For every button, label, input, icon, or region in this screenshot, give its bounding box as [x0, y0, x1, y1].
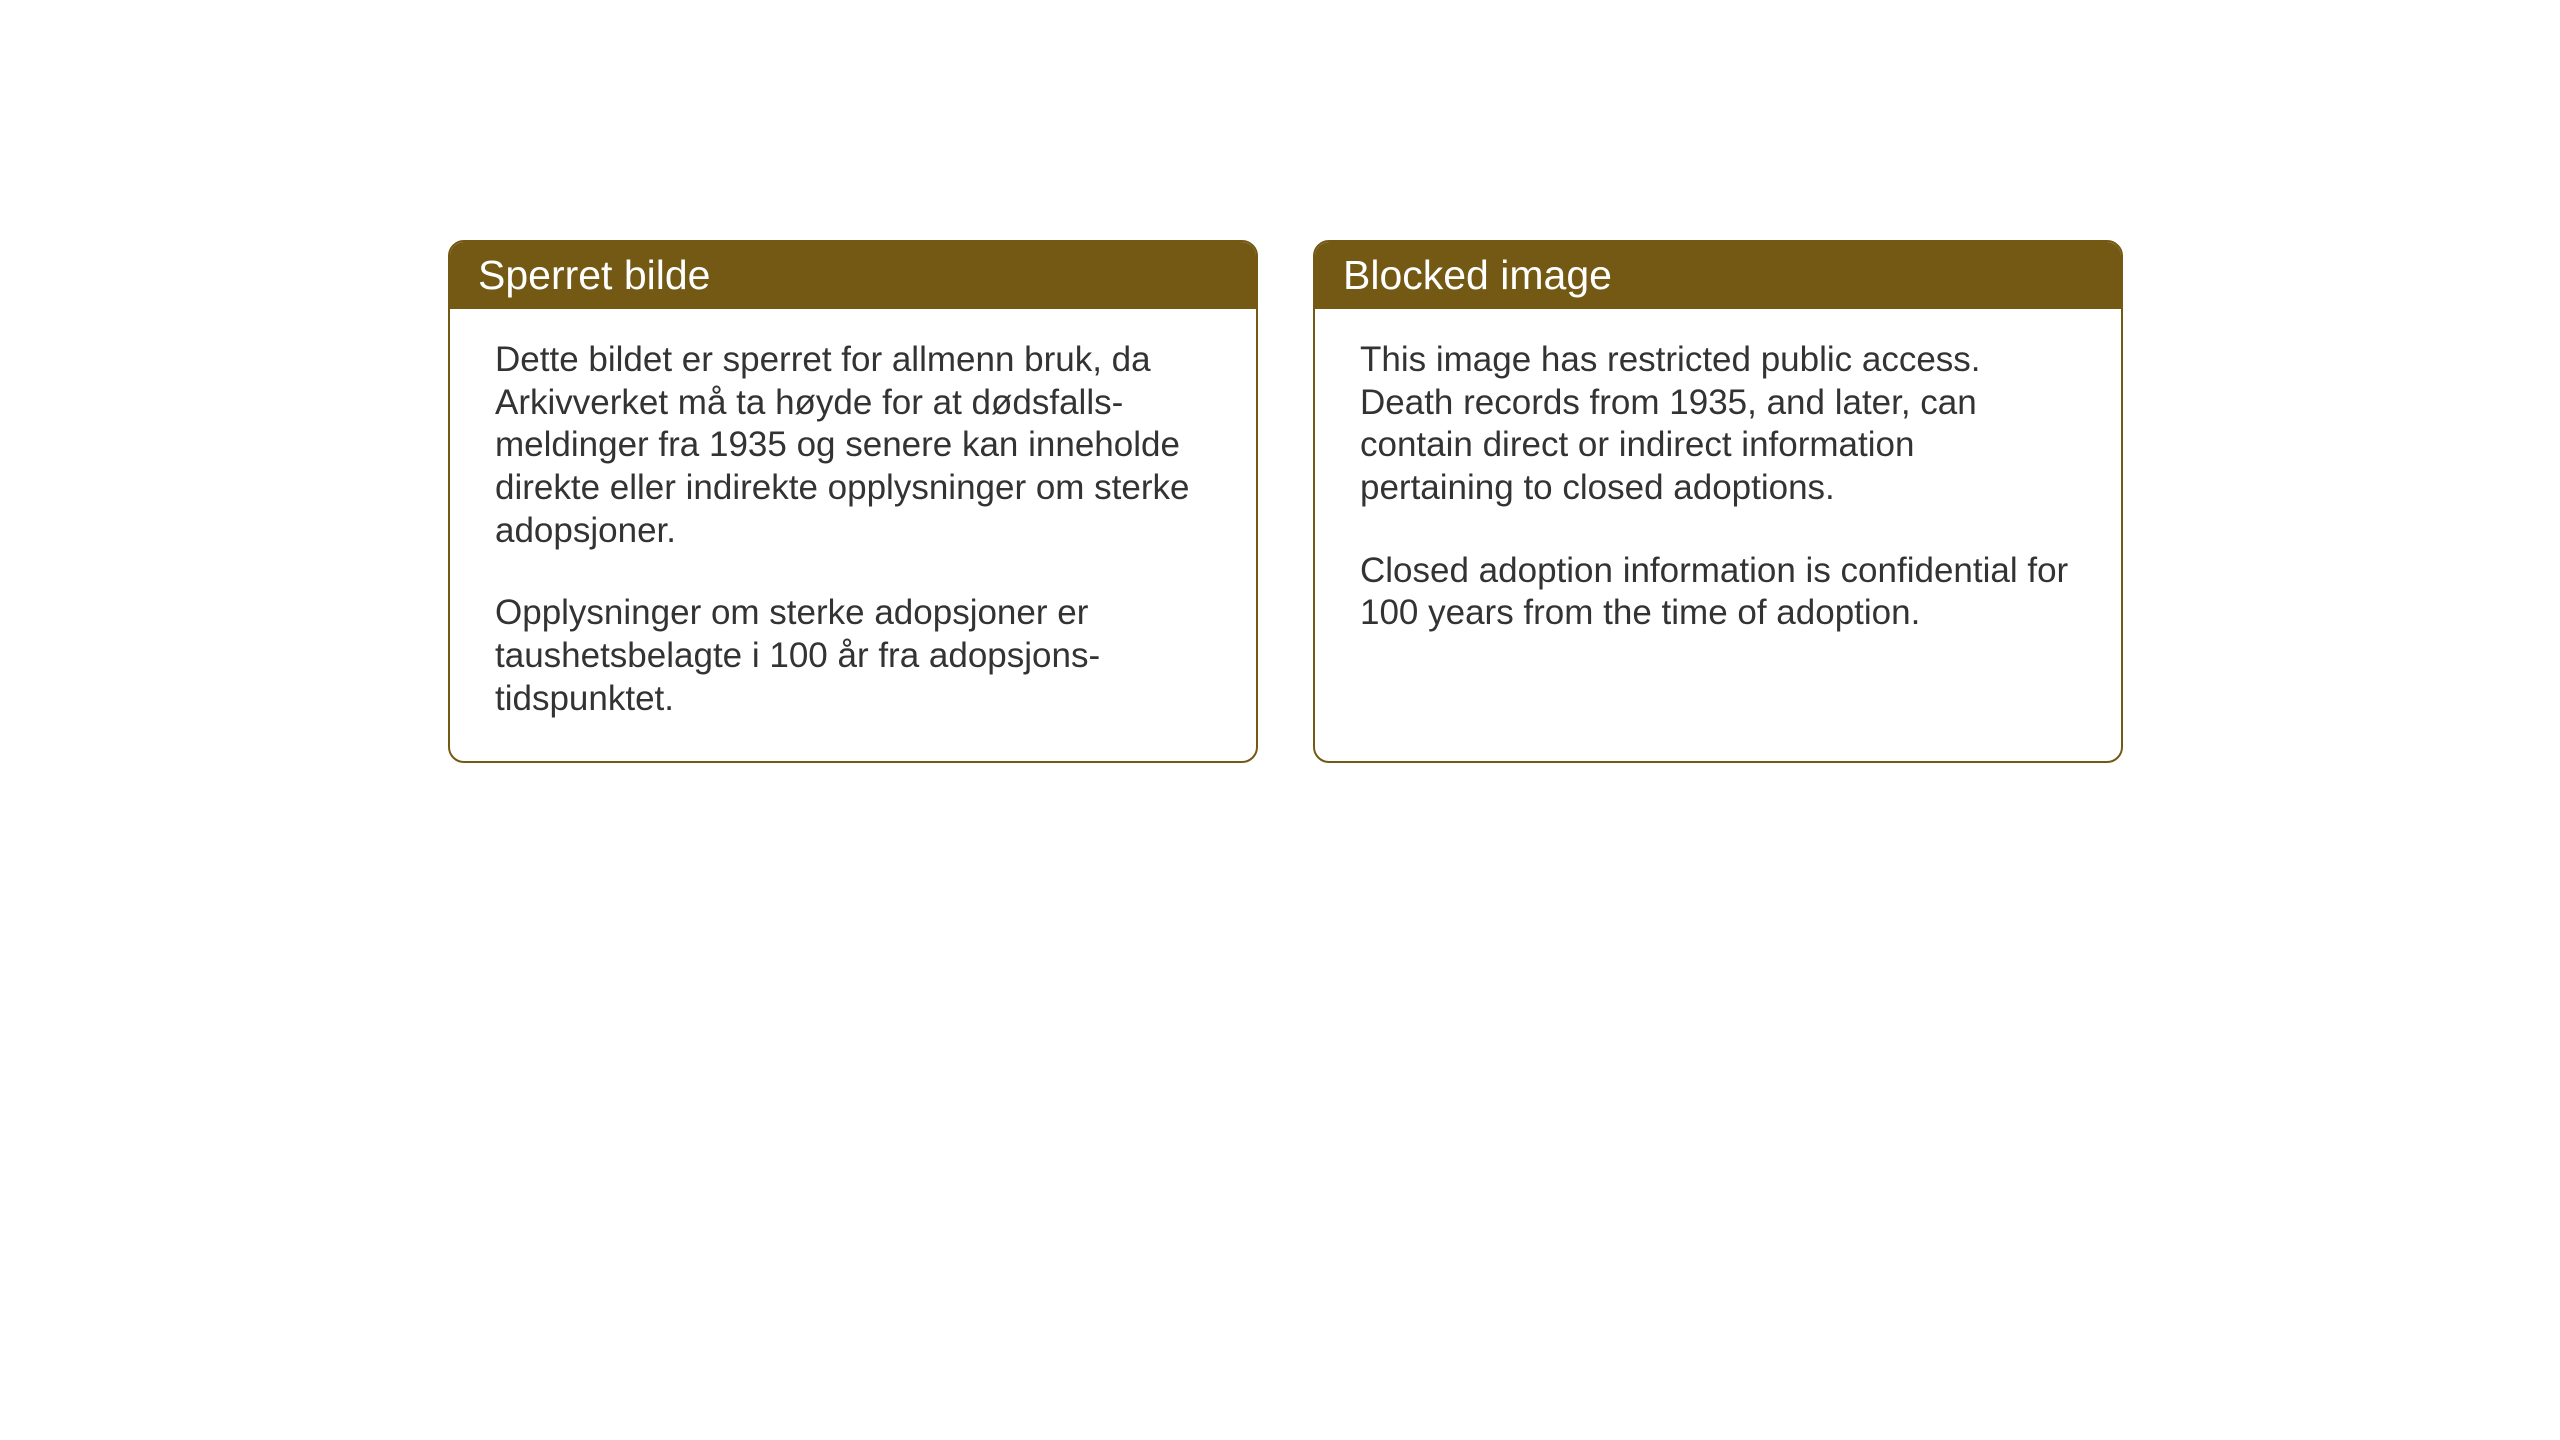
card-header-english: Blocked image	[1315, 242, 2121, 309]
card-body-norwegian: Dette bildet er sperret for allmenn bruk…	[450, 309, 1256, 761]
card-title-english: Blocked image	[1343, 252, 1612, 298]
cards-container: Sperret bilde Dette bildet er sperret fo…	[448, 240, 2123, 763]
card-body-english: This image has restricted public access.…	[1315, 309, 2121, 675]
card-english: Blocked image This image has restricted …	[1313, 240, 2123, 763]
card-header-norwegian: Sperret bilde	[450, 242, 1256, 309]
card-paragraph1-norwegian: Dette bildet er sperret for allmenn bruk…	[495, 339, 1211, 552]
card-paragraph2-norwegian: Opplysninger om sterke adopsjoner er tau…	[495, 592, 1211, 720]
card-title-norwegian: Sperret bilde	[478, 252, 710, 298]
card-paragraph1-english: This image has restricted public access.…	[1360, 339, 2076, 510]
card-paragraph2-english: Closed adoption information is confident…	[1360, 550, 2076, 635]
card-norwegian: Sperret bilde Dette bildet er sperret fo…	[448, 240, 1258, 763]
